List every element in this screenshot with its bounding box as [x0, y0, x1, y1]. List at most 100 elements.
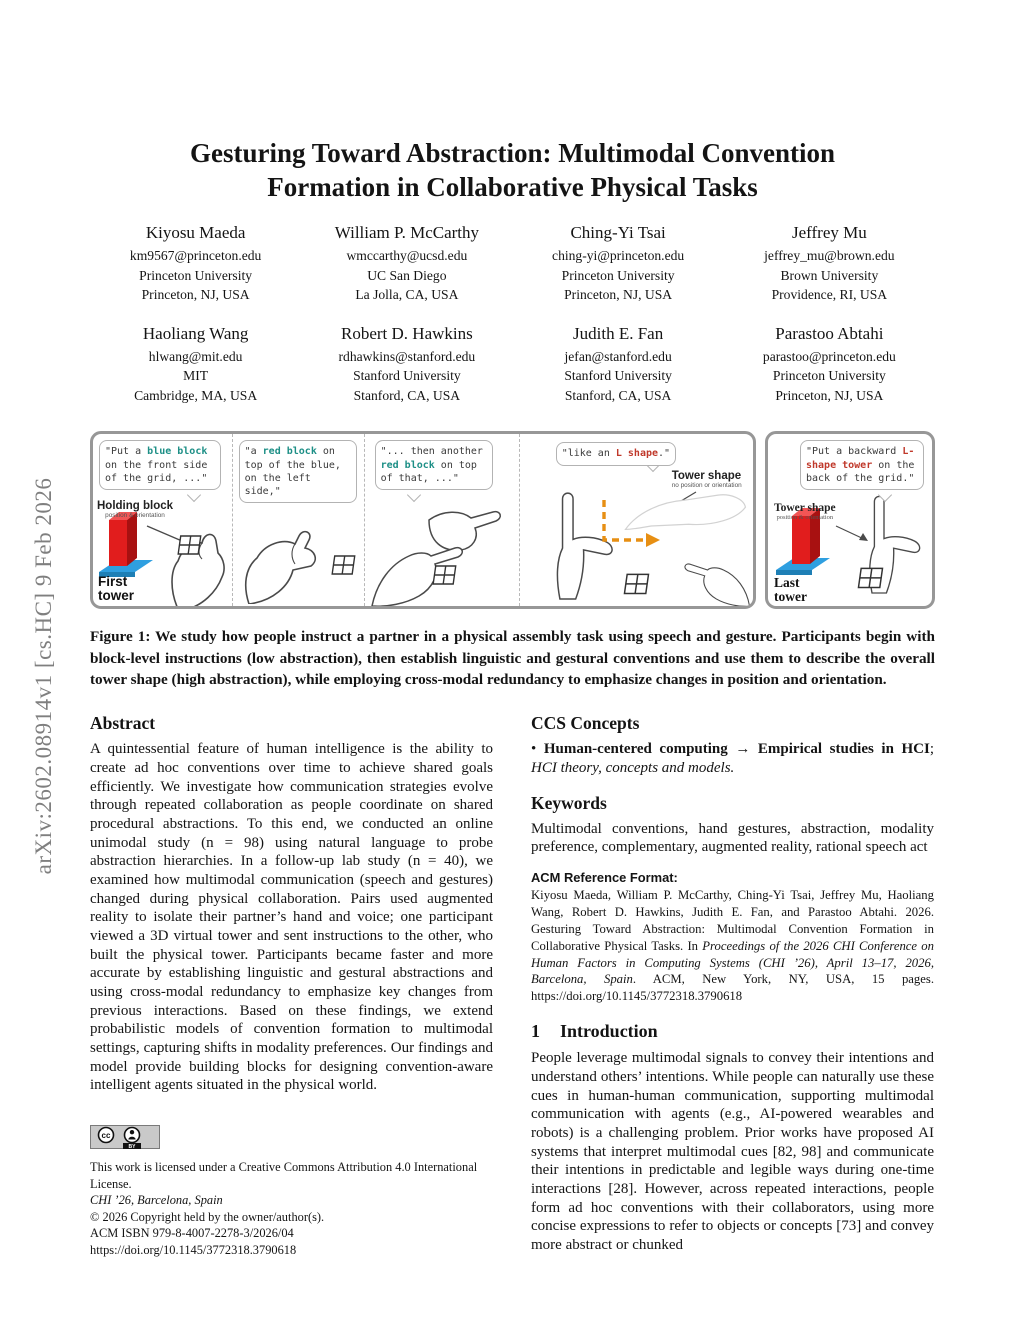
author-affiliation: Stanford University	[564, 368, 672, 384]
grid-platform-edge	[776, 570, 812, 576]
cc-by-badge: cc BY	[90, 1125, 160, 1150]
keywords-text: Multimodal conventions, hand gestures, a…	[531, 820, 934, 856]
author-email: hlwang@mit.edu	[148, 348, 243, 364]
author-location: Princeton, NJ, USA	[141, 287, 250, 303]
bubble-tail	[186, 488, 202, 503]
grid-icon	[330, 555, 356, 576]
author-email: ching-yi@princeton.edu	[552, 248, 685, 264]
arxiv-watermark: arXiv:2602.08914v1 [cs.HC] 9 Feb 2026	[31, 477, 56, 875]
paper-content: Gesturing Toward Abstraction: Multimodal…	[90, 0, 935, 1259]
author-block: Judith E. Fan jefan@stanford.edu Stanfor…	[513, 324, 724, 406]
figure-panel-3: "... then another red block on top of th…	[363, 434, 519, 607]
author-location: Providence, RI, USA	[771, 287, 888, 303]
license-block: cc BY This work is licensed under a Crea…	[90, 1125, 493, 1259]
annotation-subtext: position & orientation	[105, 512, 165, 520]
acm-reference-venue: Proceedings of the 2026 CHI Conference o…	[531, 938, 934, 987]
keywords-heading: Keywords	[531, 792, 607, 813]
ccs-text: • Human-centered computing → Empirical s…	[531, 740, 934, 777]
author-location: Stanford, CA, USA	[353, 387, 461, 403]
bubble-text: "... then another	[380, 446, 483, 458]
figure-panel-group: "Put a blue block on the front side of t…	[90, 431, 756, 610]
person-icon	[123, 1126, 141, 1144]
bubble-text: "like an	[561, 448, 616, 460]
author-block: Ching-Yi Tsai ching-yi@princeton.edu Pri…	[513, 223, 724, 305]
annotation-label: Tower shape	[671, 470, 742, 483]
author-name: Haoliang Wang	[142, 323, 249, 343]
author-email: wmccarthy@ucsd.edu	[346, 248, 468, 264]
first-tower-label: First tower	[98, 574, 135, 604]
author-location: Cambridge, MA, USA	[134, 387, 258, 403]
annotation: Holding block position & orientation	[97, 500, 173, 519]
annotation-arrow	[835, 525, 868, 542]
bubble-text: on top of the blue, on the left side,"	[244, 446, 341, 497]
bubble-text: ."	[658, 448, 671, 460]
pointing-hand-illustration	[684, 563, 751, 607]
red-block-top	[792, 508, 820, 517]
section-number: 1	[531, 1021, 540, 1042]
annotation-label: Holding block	[97, 500, 174, 513]
tower-illustration	[776, 508, 830, 576]
author-name: Jeffrey Mu	[792, 223, 867, 243]
red-block-top	[109, 512, 137, 521]
bubble-text: "Put a	[105, 446, 148, 458]
red-block	[109, 520, 127, 567]
ccs-subconcept: HCI theory, concepts and models.	[531, 759, 735, 776]
grid-icon	[623, 573, 650, 595]
bubble-term: L-shape tower	[806, 446, 915, 471]
by-bar	[123, 1143, 141, 1150]
figure-panel-4: "like an L shape." Tower shape no positi…	[518, 434, 753, 607]
body-columns: Abstract A quintessential feature of hum…	[90, 713, 935, 1258]
faint-hand-illustration	[623, 494, 746, 531]
license-isbn: ACM ISBN 979-8-4007-2278-3/2026/04	[90, 1226, 294, 1241]
ccs-separator: ;	[929, 741, 934, 758]
bubble-text: on top of that, ..."	[380, 459, 477, 484]
by-label: BY	[129, 1144, 137, 1149]
annotation: Tower shape position & orientation	[774, 502, 836, 521]
bubble-text: "a	[244, 446, 263, 458]
red-block	[792, 516, 810, 565]
author-grid: Kiyosu Maeda km9567@princeton.edu Prince…	[90, 223, 935, 405]
speech-bubble: "... then another red block on top of th…	[374, 440, 493, 490]
cc-icon	[97, 1126, 115, 1144]
title-line-2: Formation in Collaborative Physical Task…	[267, 172, 758, 203]
author-name: Ching-Yi Tsai	[570, 223, 666, 243]
author-block: Parastoo Abtahi parastoo@princeton.edu P…	[724, 324, 935, 406]
pinch-hand-illustration	[244, 531, 316, 605]
figure-caption: Figure 1: We study how people instruct a…	[90, 628, 935, 688]
speech-bubble: "Put a backward L-shape tower on the bac…	[800, 440, 924, 490]
last-tower-label: Last tower	[774, 575, 807, 605]
ccs-heading: CCS Concepts	[531, 713, 640, 734]
dashed-l-icon	[601, 500, 660, 548]
ccs-concept: Human-centered computing → Empirical stu…	[543, 741, 930, 758]
right-column: CCS Concepts • Human-centered computing …	[531, 713, 934, 1258]
author-affiliation: MIT	[183, 368, 209, 384]
paper-title: Gesturing Toward Abstraction: Multimodal…	[90, 136, 935, 204]
abstract-heading: Abstract	[90, 713, 156, 734]
ccs-bullet: •	[531, 741, 544, 758]
author-affiliation: Brown University	[780, 267, 879, 283]
author-block: Kiyosu Maeda km9567@princeton.edu Prince…	[90, 223, 301, 305]
license-lines: This work is licensed under a Creative C…	[90, 1159, 493, 1259]
tower-illustration	[99, 512, 153, 578]
author-block: Haoliang Wang hlwang@mit.edu MIT Cambrid…	[90, 324, 301, 406]
figure-panel-1: "Put a blue block on the front side of t…	[93, 434, 232, 607]
author-location: Princeton, NJ, USA	[775, 387, 884, 403]
license-copyright: © 2026 Copyright held by the owner/autho…	[90, 1209, 325, 1224]
cc-icon-text: cc	[102, 1131, 111, 1140]
bubble-term: L shape	[615, 448, 659, 460]
author-name: Robert D. Hawkins	[341, 323, 473, 343]
annotation-subtext: position & orientation	[776, 514, 834, 522]
license-doi: https://doi.org/10.1145/3772318.3790618	[90, 1243, 297, 1258]
author-affiliation: UC San Diego	[367, 267, 447, 283]
acm-reference-heading: ACM Reference Format:	[531, 869, 678, 885]
introduction-heading: 1 Introduction	[531, 1021, 934, 1042]
figure-panel-5: "Put a backward L-shape tower on the bac…	[765, 431, 935, 610]
bubble-term: red block	[380, 459, 435, 471]
red-block-side	[810, 508, 820, 565]
speech-bubble: "a red block on top of the blue, on the …	[238, 440, 357, 504]
grid-icon	[857, 567, 884, 589]
bubble-term: red block	[262, 446, 317, 458]
section-title: Introduction	[560, 1021, 658, 1042]
author-block: Robert D. Hawkins rdhawkins@stanford.edu…	[301, 324, 512, 406]
